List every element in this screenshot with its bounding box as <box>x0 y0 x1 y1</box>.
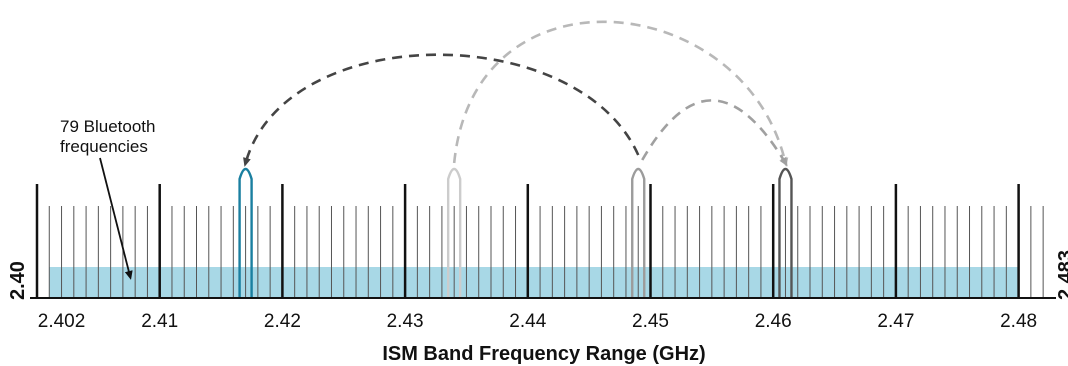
edge-label-right: 2.483 <box>1055 250 1068 300</box>
tick-label: 2.47 <box>877 311 914 332</box>
tick-label: 2.48 <box>1000 311 1037 332</box>
hop-arc <box>641 99 788 167</box>
carrier-arch <box>238 167 253 298</box>
hop-arc <box>243 53 640 167</box>
carrier-arch <box>446 167 462 298</box>
tick-label: 2.41 <box>141 311 178 332</box>
edge-label-left: 2.40 <box>7 261 29 300</box>
tick-label: 2.42 <box>264 311 301 332</box>
tick-label: 2.46 <box>755 311 792 332</box>
carrier-arch <box>778 167 793 298</box>
tick-label: 2.45 <box>632 311 669 332</box>
carrier-arch <box>631 167 646 298</box>
tick-label: 2.43 <box>387 311 424 332</box>
annotation-line-1: 79 Bluetooth <box>60 117 155 136</box>
band-fill <box>49 267 1019 298</box>
x-axis-title: ISM Band Frequency Range (GHz) <box>382 343 705 365</box>
tick-label: 2.402 <box>38 311 86 332</box>
annotation-line-2: frequencies <box>60 137 148 156</box>
tick-label: 2.44 <box>509 311 546 332</box>
hop-arc <box>452 20 789 167</box>
annotation-pointer-arrow <box>99 157 133 280</box>
